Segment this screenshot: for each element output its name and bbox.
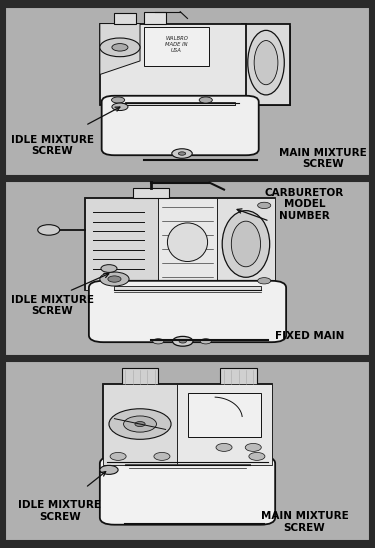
Text: IDLE MIXTURE
SCREW: IDLE MIXTURE SCREW	[11, 295, 94, 316]
Circle shape	[179, 340, 186, 343]
Polygon shape	[107, 27, 268, 105]
Text: WALBRO
MADE IN
USA: WALBRO MADE IN USA	[165, 37, 188, 53]
Polygon shape	[158, 198, 217, 289]
Text: CARBURETOR
MODEL
NUMBER: CARBURETOR MODEL NUMBER	[265, 188, 344, 221]
Circle shape	[200, 339, 211, 344]
Circle shape	[172, 336, 193, 346]
Circle shape	[100, 38, 140, 56]
Polygon shape	[242, 24, 290, 105]
Circle shape	[101, 265, 117, 272]
Circle shape	[153, 339, 164, 344]
Text: MAIN MIXTURE
SCREW: MAIN MIXTURE SCREW	[279, 147, 366, 169]
Polygon shape	[100, 24, 140, 75]
Circle shape	[199, 97, 212, 103]
Ellipse shape	[248, 30, 284, 95]
Circle shape	[172, 149, 192, 158]
Polygon shape	[125, 464, 250, 465]
Polygon shape	[100, 24, 246, 105]
Circle shape	[178, 152, 186, 155]
Text: MAIN MIXTURE
SCREW: MAIN MIXTURE SCREW	[261, 511, 348, 533]
FancyBboxPatch shape	[100, 456, 275, 524]
FancyBboxPatch shape	[188, 393, 261, 437]
Ellipse shape	[254, 41, 278, 85]
Circle shape	[38, 225, 60, 235]
Circle shape	[258, 278, 271, 284]
Polygon shape	[144, 27, 209, 66]
Ellipse shape	[222, 210, 270, 277]
Circle shape	[100, 465, 118, 475]
Circle shape	[112, 44, 128, 51]
Text: FIXED MAIN: FIXED MAIN	[275, 331, 345, 341]
Polygon shape	[114, 286, 261, 289]
Circle shape	[111, 97, 125, 103]
Circle shape	[154, 453, 170, 460]
Polygon shape	[104, 385, 272, 465]
Circle shape	[112, 103, 128, 111]
Polygon shape	[242, 27, 290, 105]
Circle shape	[135, 421, 145, 426]
Circle shape	[249, 453, 265, 460]
Ellipse shape	[231, 221, 261, 267]
Polygon shape	[144, 12, 166, 24]
Ellipse shape	[167, 223, 208, 261]
Circle shape	[124, 416, 156, 432]
Circle shape	[258, 202, 271, 209]
Circle shape	[109, 409, 171, 439]
Circle shape	[216, 443, 232, 452]
Circle shape	[108, 276, 121, 282]
Polygon shape	[177, 385, 272, 465]
Polygon shape	[85, 198, 158, 289]
FancyBboxPatch shape	[102, 96, 259, 155]
Polygon shape	[220, 368, 257, 386]
Polygon shape	[217, 198, 275, 289]
Polygon shape	[104, 385, 177, 465]
Circle shape	[245, 443, 261, 452]
Polygon shape	[122, 368, 158, 386]
Polygon shape	[85, 198, 275, 289]
Text: IDLE MIXTURE
SCREW: IDLE MIXTURE SCREW	[18, 500, 101, 522]
Text: IDLE MIXTURE
SCREW: IDLE MIXTURE SCREW	[11, 135, 94, 156]
Polygon shape	[125, 102, 235, 105]
Polygon shape	[114, 13, 136, 24]
FancyBboxPatch shape	[89, 281, 286, 342]
Circle shape	[100, 272, 129, 286]
Circle shape	[110, 453, 126, 460]
Polygon shape	[133, 188, 169, 198]
